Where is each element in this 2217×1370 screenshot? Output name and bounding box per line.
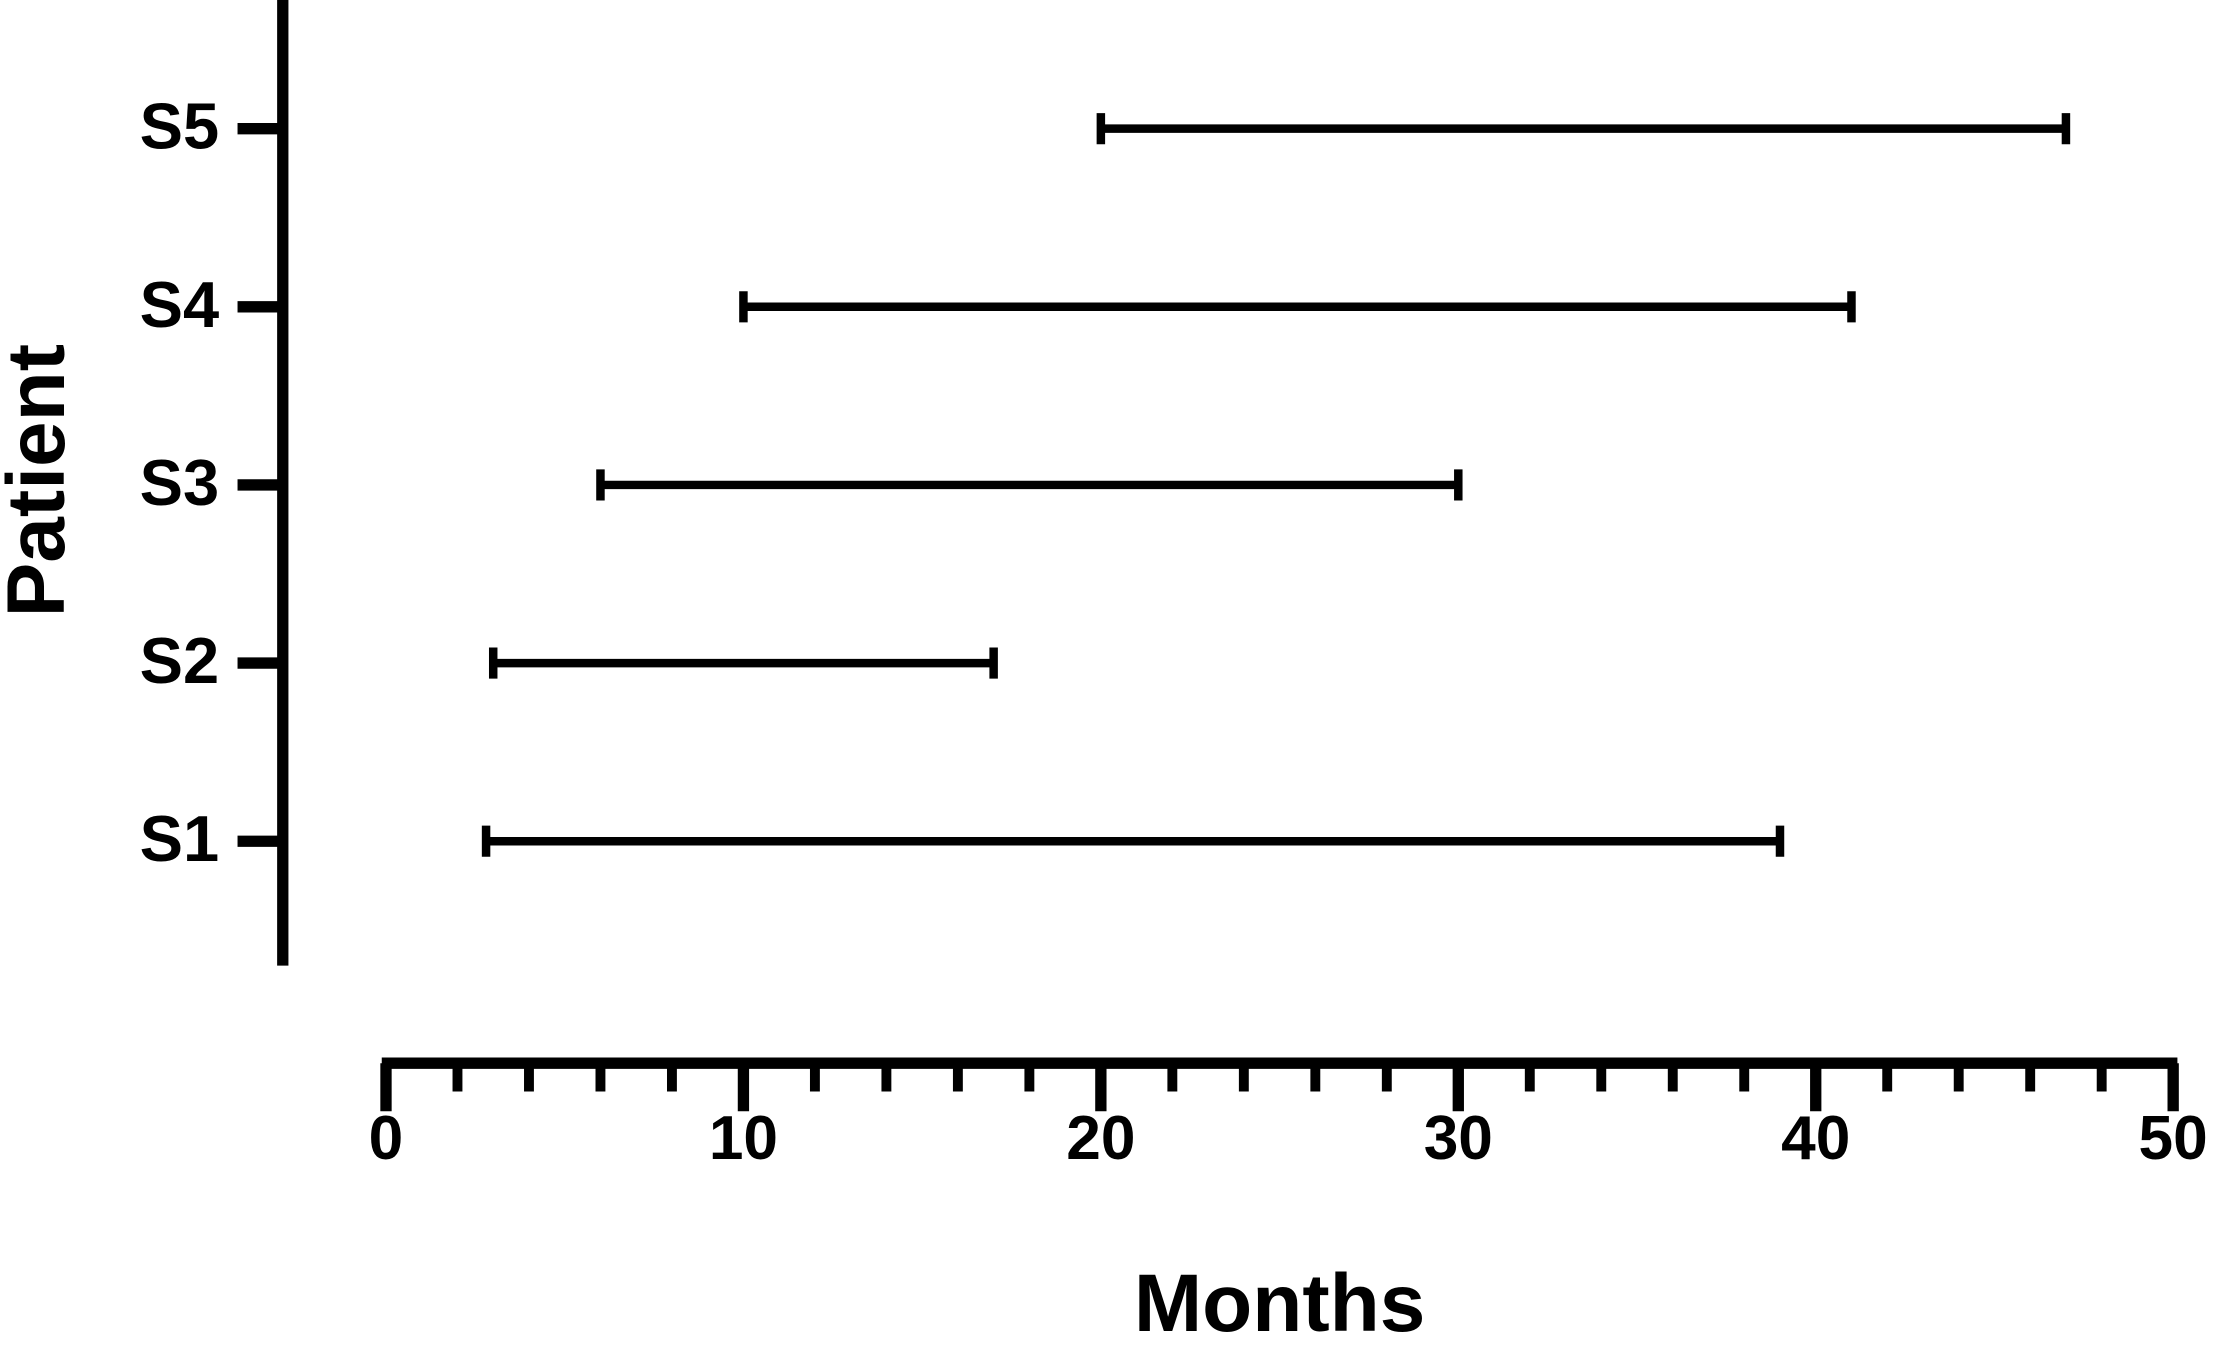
y-axis-title: Patient (0, 344, 82, 617)
x-tick-label: 40 (1781, 1104, 1850, 1173)
x-tick-label: 0 (369, 1104, 404, 1173)
y-tick-label: S3 (140, 446, 220, 519)
x-tick-label: 10 (709, 1104, 778, 1173)
range-bar (739, 291, 1856, 323)
range-bar (1096, 113, 2071, 145)
y-tick-label: S2 (140, 624, 220, 697)
y-tick-label: S1 (140, 802, 220, 875)
x-tick-label: 30 (1424, 1104, 1493, 1173)
range-bar (596, 469, 1463, 501)
range-bar (481, 825, 1785, 857)
x-axis-title: Months (1134, 1258, 1425, 1349)
x-tick-label: 50 (2139, 1104, 2208, 1173)
y-tick-label: S5 (140, 90, 220, 163)
range-bar (488, 647, 998, 679)
y-tick-label: S4 (140, 268, 220, 341)
x-tick-label: 20 (1066, 1104, 1135, 1173)
